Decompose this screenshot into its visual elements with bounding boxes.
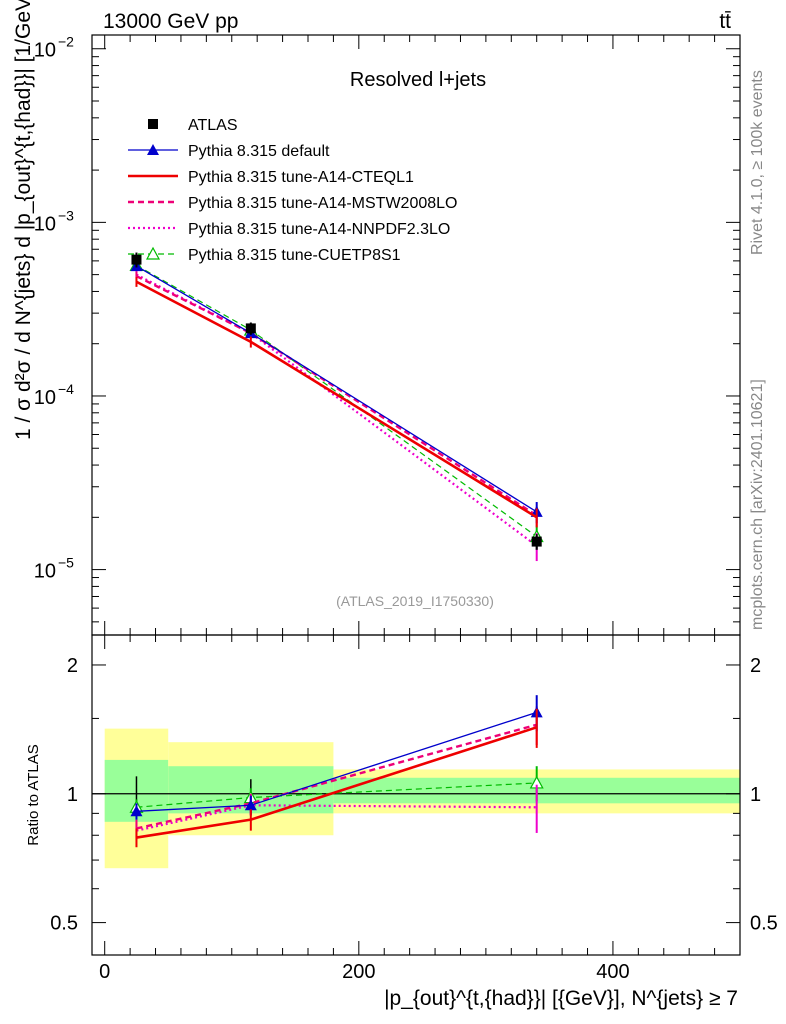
main-y-tick-exponent: −5: [58, 555, 74, 571]
ratio-series-cteql1: [135, 708, 538, 848]
legend-item-atlas: ATLAS: [148, 117, 238, 134]
ratio-panel-frame: [91, 634, 741, 956]
header-process-label: tt̄: [719, 10, 731, 33]
x-axis-label: |p_{out}^{t,{had}}| [{GeV}], N^{jets} ≥ …: [384, 987, 738, 1010]
rivet-version-label: Rivet 4.1.0, ≥ 100k events: [749, 70, 766, 255]
main-series-cteql1: [135, 276, 538, 528]
ratio-y-tick-label-right: 0.5: [750, 913, 778, 935]
legend-item-default: Pythia 8.315 default: [128, 143, 330, 160]
cuetp8s1-open-triangle-marker-legend: [145, 246, 161, 260]
ratio-y-tick-label-right: 2: [750, 655, 761, 677]
main-y-axis-label-text: 1 / σ d²σ / d N^{jets} d |p_{out}^{t,{ha…: [12, 0, 35, 440]
mcplots-label: mcplots.cern.ch [arXiv:2401.10621]: [749, 379, 766, 630]
main-y-axis-label: 1 / σ d²σ / d N^{jets} d |p_{out}^{t,{ha…: [12, 0, 35, 440]
main-y-tick-exponent: −3: [58, 207, 74, 223]
legend-item-cuetp8s1: Pythia 8.315 tune-CUETP8S1: [128, 246, 401, 264]
x-tick-label: 400: [596, 961, 629, 983]
x-tick-label: 200: [342, 961, 375, 983]
legend-swatch-atlas: [148, 119, 158, 129]
ratio-y-tick-label-left: 2: [67, 655, 78, 677]
ratio-series-group: [129, 695, 544, 848]
analysis-id-label: (ATLAS_2019_I1750330): [336, 593, 494, 609]
legend-label-default: Pythia 8.315 default: [188, 143, 330, 160]
legend-item-mstw: Pythia 8.315 tune-A14-MSTW2008LO: [128, 195, 457, 212]
legend-item-cteql1: Pythia 8.315 tune-A14-CTEQL1: [128, 169, 414, 186]
main-panel: 10−510−410−310−2 Resolved l+jets (ATLAS_…: [12, 0, 741, 636]
ratio-y-axis-label: Ratio to ATLAS: [25, 744, 42, 845]
main-axis-ticks: 10−510−410−310−2: [34, 34, 741, 635]
main-series-mstw: [135, 271, 538, 526]
main-y-tick-exponent: −4: [58, 381, 74, 397]
main-series-line-cteql1: [135, 280, 538, 519]
main-series-group: [129, 252, 544, 562]
atlas-data-point: [245, 323, 256, 334]
main-y-tick-label: 10: [34, 561, 56, 583]
default-triangle-marker-ratio: [130, 805, 143, 817]
ratio-y-tick-label-left: 1: [67, 784, 78, 806]
main-series-line-mstw: [135, 275, 538, 517]
ratio-y-tick-label-right: 1: [750, 784, 761, 806]
ratio-axis-ticks: 0.5 0.5 1 1 2 2 0 200 400: [50, 635, 778, 983]
main-y-tick-label: 10: [34, 387, 56, 409]
ratio-y-tick-label-left: 0.5: [50, 913, 78, 935]
main-series-atlas: [131, 252, 542, 550]
legend-item-nnpdf: Pythia 8.315 tune-A14-NNPDF2.3LO: [128, 221, 450, 238]
legend-label-atlas: ATLAS: [188, 117, 238, 134]
legend: ATLAS Pythia 8.315 default Pythia 8.315 tu…: [128, 117, 457, 264]
main-y-tick-label: 10: [34, 40, 56, 62]
x-tick-label: 0: [99, 961, 110, 983]
main-y-tick-label: 10: [34, 213, 56, 235]
legend-label-nnpdf: Pythia 8.315 tune-A14-NNPDF2.3LO: [188, 221, 450, 238]
main-chart-title: Resolved l+jets: [350, 69, 486, 91]
main-y-tick-exponent: −2: [58, 34, 74, 50]
main-series-line-nnpdf: [135, 273, 538, 547]
legend-label-cteql1: Pythia 8.315 tune-A14-CTEQL1: [188, 169, 414, 186]
atlas-data-point: [131, 254, 142, 265]
ratio-series-line-mstw: [136, 723, 538, 830]
default-triangle-marker-ratio: [244, 799, 257, 811]
header-energy-label: 13000 GeV pp: [103, 10, 238, 33]
ratio-panel: 0.5 0.5 1 1 2 2 0 200 400 Ratio to ATLAS |p_{out…: [25, 634, 778, 1010]
legend-label-cuetp8s1: Pythia 8.315 tune-CUETP8S1: [188, 247, 401, 264]
default-triangle-marker-legend: [147, 144, 159, 155]
main-series-line-cuetp8s1: [136, 264, 538, 538]
legend-label-mstw: Pythia 8.315 tune-A14-MSTW2008LO: [188, 195, 457, 212]
atlas-data-point: [531, 536, 542, 547]
